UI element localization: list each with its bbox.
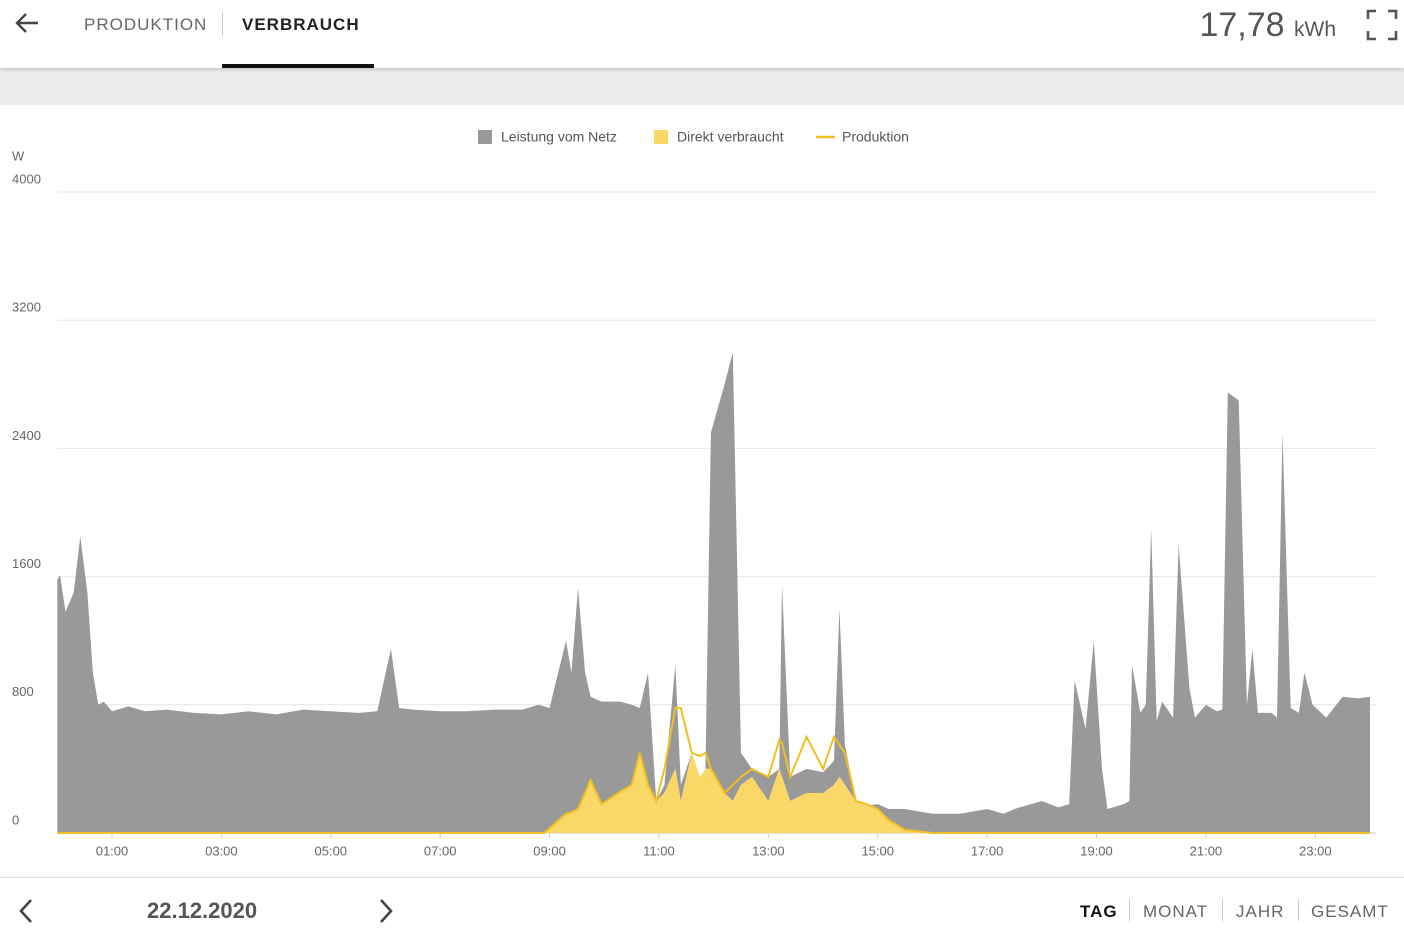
total-unit: kWh (1294, 18, 1336, 41)
period-separator (1129, 899, 1130, 921)
tab[interactable]: PRODUKTION (84, 15, 208, 34)
line (57, 707, 1370, 834)
period-separator (1298, 899, 1299, 921)
tab-underline (222, 64, 374, 68)
total-value: 17,78 (1199, 6, 1285, 44)
total: 17,78 kWh (1199, 6, 1336, 45)
legend-label: Leistung vom Netz (501, 129, 617, 145)
y-tick-label: 800 (12, 684, 34, 699)
area (57, 352, 1370, 833)
tab-separator (222, 12, 223, 36)
toolbar-band (0, 68, 1404, 105)
y-tick-label: 4000 (12, 171, 41, 186)
x-tick-label: 19:00 (1080, 843, 1113, 858)
period-tab[interactable]: GESAMT (1311, 902, 1389, 921)
period-separator (1222, 899, 1223, 921)
y-tick-label: 0 (12, 812, 19, 827)
x-tick-label: 17:00 (971, 843, 1004, 858)
chart: W 0 800 1600 2400 3200 4000 01:00 03:00 05:00 07:0… (12, 129, 1376, 858)
x-tick-label: 03:00 (205, 843, 238, 858)
back-arrow[interactable] (14, 12, 40, 34)
x-tick-label: 01:00 (96, 843, 129, 858)
prev-arrow[interactable] (16, 898, 36, 924)
y-tick-label: 3200 (12, 300, 41, 315)
date: 22.12.2020 (147, 898, 258, 923)
y-axis-label: W (12, 148, 25, 163)
x-tick-label: 23:00 (1299, 843, 1332, 858)
period-tab[interactable]: MONAT (1143, 902, 1209, 921)
x-tick-label: 11:00 (643, 843, 675, 858)
y-tick-label: 1600 (12, 556, 41, 571)
x-tick-label: 15:00 (861, 843, 894, 858)
tab-active[interactable]: VERBRAUCH (242, 15, 360, 34)
x-tick-label: 05:00 (315, 843, 348, 858)
next-arrow[interactable] (376, 898, 396, 924)
x-tick-label: 09:00 (533, 843, 566, 858)
x-tick-label: 21:00 (1190, 843, 1223, 858)
period-tab[interactable]: JAHR (1236, 902, 1285, 921)
fullscreen-icon[interactable] (1366, 9, 1398, 41)
y-tick-label: 2400 (12, 428, 41, 443)
x-tick-label: 13:00 (752, 843, 785, 858)
header: PRODUKTION VERBRAUCH 17,78 kWh (0, 0, 1404, 68)
legend-swatch (478, 130, 492, 144)
footer: 22.12.2020 TAG MONAT JAHR GESAMT (0, 877, 1404, 932)
legend-label: Direkt verbraucht (677, 129, 784, 145)
area (57, 752, 1370, 833)
period-tab[interactable]: TAG (1080, 902, 1118, 921)
x-tick-label: 07:00 (424, 843, 457, 858)
legend-label: Produktion (842, 129, 909, 145)
legend-swatch (654, 130, 668, 144)
